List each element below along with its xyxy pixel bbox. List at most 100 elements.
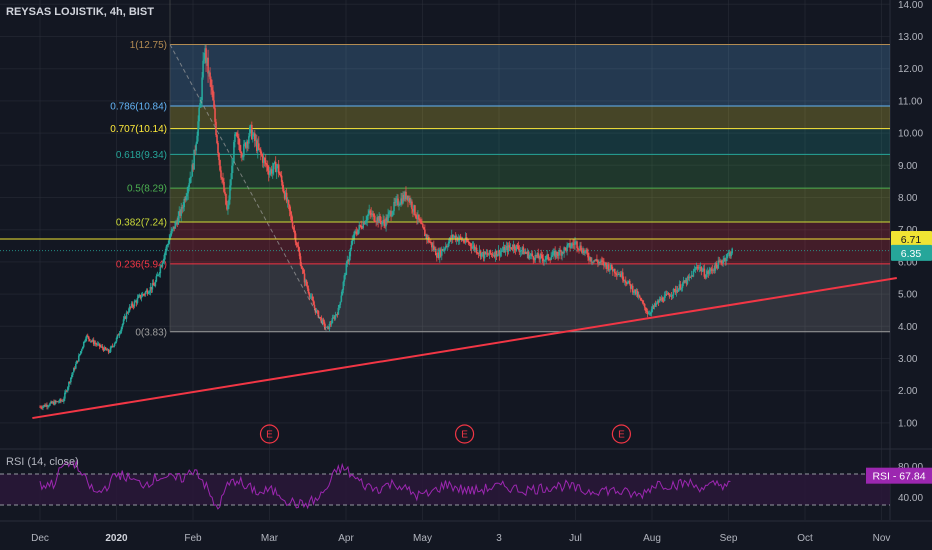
candle-body <box>700 267 703 272</box>
candle-body <box>164 251 167 255</box>
candle-body <box>221 177 223 180</box>
candle-body <box>451 235 454 238</box>
candle-body <box>682 280 685 284</box>
candle-body <box>62 400 64 402</box>
candle-body <box>354 231 357 233</box>
candle-body <box>632 292 635 293</box>
candle-body <box>541 255 544 259</box>
candle-body <box>327 326 330 329</box>
candle-body <box>707 271 710 274</box>
candle-body <box>55 400 57 402</box>
candle-body <box>385 217 387 227</box>
candle-body <box>347 260 350 262</box>
candle-body <box>330 323 333 325</box>
candle-body <box>503 246 506 253</box>
candle-body <box>558 250 560 256</box>
candle-body <box>53 402 55 405</box>
candle-body <box>121 323 124 328</box>
candle-body <box>483 251 486 259</box>
candle-body <box>182 207 185 209</box>
candle-body <box>442 248 445 251</box>
candle-body <box>56 401 58 403</box>
candle-body <box>637 295 640 297</box>
candle-body <box>361 227 364 229</box>
candle-body <box>270 169 273 174</box>
close-price-badge-bg <box>891 244 932 261</box>
candle-body <box>84 338 87 342</box>
candle-body <box>348 256 351 262</box>
candle-body <box>96 343 99 345</box>
candle-body <box>129 306 132 308</box>
candle-body <box>408 198 410 201</box>
candle-body <box>433 245 435 250</box>
candle-body <box>646 312 649 315</box>
candle-body <box>90 340 93 342</box>
candle-body <box>218 153 220 161</box>
candle-body <box>691 275 694 277</box>
candle-body <box>234 134 236 143</box>
candle-body <box>641 300 644 303</box>
candle-body <box>223 181 225 192</box>
fibonacci-retracement[interactable]: 1(12.75) 0.786(10.84) 0.707(10.14) 0.618(9.… <box>110 0 890 338</box>
candle-body <box>651 306 654 310</box>
candle-body <box>54 400 56 405</box>
candle-body <box>246 141 248 148</box>
candle-body <box>367 213 369 217</box>
candle-body <box>277 164 280 174</box>
candle-body <box>688 276 691 279</box>
candle-body <box>214 108 216 122</box>
candle-body <box>140 296 143 299</box>
candle-body <box>485 253 488 255</box>
candle-body <box>365 220 367 223</box>
candle-body <box>98 343 101 347</box>
candle-body <box>519 250 522 253</box>
candle-body <box>446 246 449 247</box>
candle-body <box>151 283 154 290</box>
candle-body <box>138 294 141 297</box>
candle-body <box>573 244 575 245</box>
candle-body <box>303 273 306 283</box>
candle-body <box>714 262 717 271</box>
candle-body <box>360 225 363 228</box>
candle-body <box>315 310 318 313</box>
candle-body <box>271 169 274 174</box>
candle-body <box>345 263 348 275</box>
candle-body <box>426 234 428 240</box>
candle-body <box>549 259 551 261</box>
candle-body <box>241 153 243 157</box>
candle-body <box>409 198 411 204</box>
candle-body <box>622 279 625 282</box>
rsi-tick-label: 40.00 <box>898 493 923 504</box>
candle-body <box>248 136 250 144</box>
y-tick-label: 10.00 <box>898 129 923 140</box>
candle-body <box>443 248 446 250</box>
candle-body <box>58 401 60 403</box>
candle-body <box>46 404 48 407</box>
candle-body <box>416 217 418 219</box>
candle-body <box>77 355 80 362</box>
candle-body <box>635 290 638 295</box>
candle-body <box>80 349 83 352</box>
candle-body <box>598 262 600 264</box>
candle-body <box>472 245 475 247</box>
candle-body <box>184 198 186 201</box>
candle-body <box>652 306 655 308</box>
candle-body <box>633 289 636 293</box>
candle-body <box>292 227 295 231</box>
candle-body <box>490 253 493 255</box>
candle-body <box>418 214 420 220</box>
candle-body <box>324 326 327 328</box>
y-tick-label: 7.00 <box>898 225 918 236</box>
chart-drawings[interactable] <box>0 44 897 420</box>
candle-body <box>413 205 415 212</box>
candle-body <box>135 301 138 303</box>
candle-body <box>249 126 251 137</box>
candle-body <box>414 205 416 216</box>
earnings-marker-label: E <box>266 430 273 441</box>
candle-body <box>219 160 221 171</box>
candle-body <box>505 246 508 248</box>
candle-body <box>119 331 122 334</box>
candle-body <box>438 249 441 259</box>
candle-body <box>435 248 437 256</box>
candle-body <box>247 141 249 144</box>
